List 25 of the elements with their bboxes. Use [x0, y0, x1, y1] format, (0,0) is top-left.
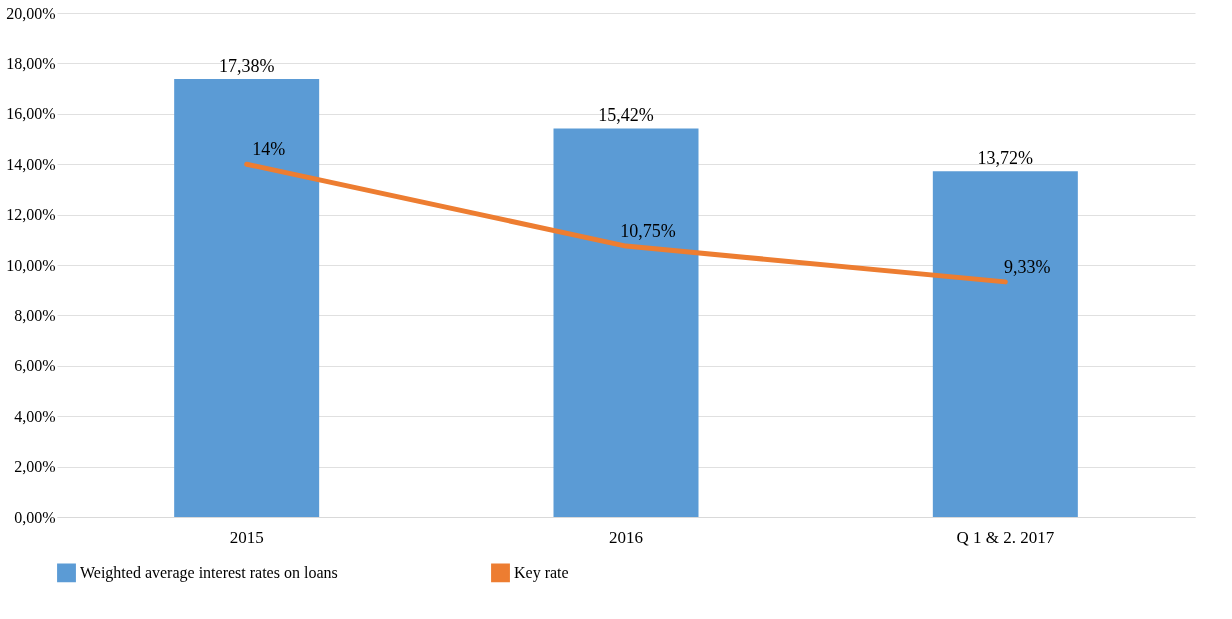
y-tick-label: 12,00%: [6, 206, 56, 224]
data-label: 15,42%: [598, 105, 654, 126]
data-label: 14%: [252, 139, 286, 160]
y-tick-label: 6,00%: [14, 357, 56, 375]
y-tick-label: 4,00%: [14, 407, 56, 425]
data-label: 10,75%: [620, 221, 676, 242]
x-tick-label: Q 1 & 2. 2017: [956, 527, 1055, 547]
y-tick-label: 0,00%: [14, 508, 56, 526]
legend-label: Key rate: [514, 563, 569, 582]
bar: [174, 79, 320, 517]
bar: [932, 171, 1078, 517]
y-tick-label: 20,00%: [6, 4, 56, 22]
data-label: 13,72%: [977, 148, 1034, 169]
legend-label: Weighted average interest rates on loans: [80, 563, 338, 582]
y-tick-label: 10,00%: [6, 256, 56, 274]
x-tick-label: 2015: [229, 527, 264, 547]
bar: [553, 128, 699, 517]
x-tick-label: 2016: [609, 527, 643, 547]
data-label: 9,33%: [1004, 256, 1051, 277]
y-tick-label: 16,00%: [6, 105, 56, 123]
y-tick-label: 2,00%: [14, 458, 56, 476]
y-tick-label: 14,00%: [6, 155, 56, 173]
y-tick-label: 18,00%: [6, 54, 56, 72]
data-label: 17,38%: [218, 56, 275, 77]
y-tick-label: 8,00%: [14, 306, 56, 324]
